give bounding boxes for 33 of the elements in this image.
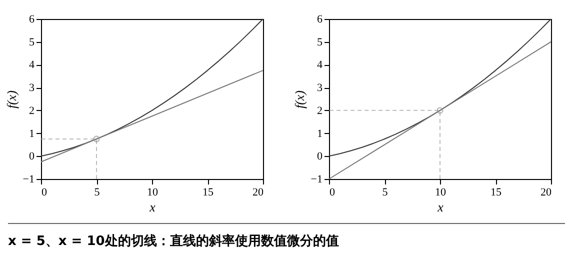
x-tick-label: 0 [330, 186, 336, 198]
y-tick-label: 2 [317, 104, 322, 117]
x-tick-label: 20 [252, 186, 264, 198]
x-tick-label: 0 [42, 186, 48, 198]
line-series [328, 18, 552, 157]
x-axis-title: x [436, 200, 444, 214]
x-tick-label: 15 [202, 186, 214, 198]
y-tick-label: 1 [317, 128, 322, 140]
y-tick-label: 1 [29, 128, 34, 140]
y-tick-label: 2 [29, 104, 34, 117]
y-tick-label: 0 [317, 150, 323, 163]
y-tick-label: 6 [317, 14, 323, 26]
y-tick-label: 3 [317, 82, 323, 94]
x-tick-label: 5 [94, 186, 100, 198]
y-axis-title: f(x) [4, 90, 19, 109]
y-axis-title: f(x) [292, 90, 307, 109]
y-tick-label: 5 [317, 36, 323, 48]
y-tick-label: −1 [310, 174, 322, 186]
y-tick-label: 6 [29, 14, 35, 26]
y-tick-label: −1 [22, 174, 34, 186]
x-tick-label: 5 [382, 186, 388, 198]
x-tick-label: 20 [540, 186, 552, 198]
y-tick-label: 3 [29, 82, 35, 94]
text: x = 5、x = 10处的切线：直线的斜率使用数值微分的值 [8, 223, 565, 250]
line-series [40, 18, 264, 157]
y-tick-label: 4 [29, 59, 35, 72]
y-tick-label: 4 [317, 59, 323, 72]
x-tick-label: 15 [490, 186, 502, 198]
y-tick-label: 5 [29, 36, 35, 48]
x-tick-label: 10 [435, 186, 446, 198]
x-tick-label: 10 [147, 186, 158, 198]
y-tick-label: 0 [29, 150, 35, 163]
x-axis-title: x [148, 200, 156, 214]
